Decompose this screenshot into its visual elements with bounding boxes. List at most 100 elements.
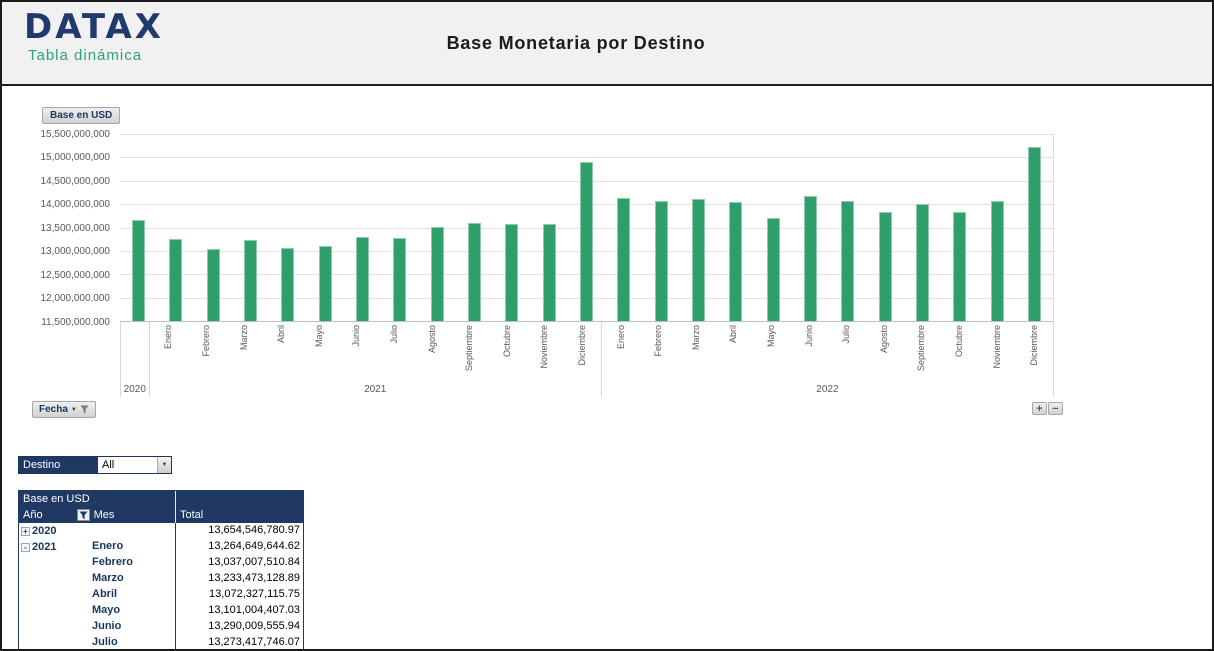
pivot-month-cell: Julio (92, 636, 118, 648)
bar-slot (195, 134, 232, 321)
collapse-icon[interactable]: - (21, 542, 30, 552)
year-label: 2020 (123, 384, 146, 395)
month-label: Junio (803, 325, 814, 347)
pivot-total-header: Total (175, 507, 303, 523)
y-tick-label: 13,500,000,000 (40, 222, 110, 234)
bar[interactable] (915, 204, 929, 321)
month-slot: Diciembre (563, 322, 601, 380)
bar-group-2021 (157, 134, 605, 321)
month-slot: Julio (375, 322, 413, 380)
month-label: Agosto (878, 325, 889, 354)
month-slot (121, 322, 149, 380)
bar[interactable] (206, 249, 220, 321)
month-label: Junio (351, 325, 362, 347)
month-slot: Agosto (413, 322, 451, 380)
bar[interactable] (617, 198, 631, 321)
month-label: Enero (615, 325, 626, 350)
pivot-row: Julio 13,273,417,746.07 (19, 635, 303, 649)
bar-slot (642, 134, 679, 321)
month-slot: Agosto (865, 322, 903, 380)
pivot-year-cell (19, 603, 91, 619)
month-label: Marzo (690, 325, 701, 351)
pivot-body: +2020 13,654,546,780.97-2021 Enero 13,264,6… (19, 523, 303, 649)
bar[interactable] (953, 212, 967, 321)
month-slot: Febrero (187, 322, 225, 380)
pivot-month-cell (91, 523, 175, 539)
month-label: Abril (728, 325, 739, 344)
bar[interactable] (654, 201, 668, 321)
bar-slot (456, 134, 493, 321)
bar[interactable] (430, 227, 444, 321)
pivot-value-header: Base en USD (23, 493, 90, 505)
bar[interactable] (281, 247, 295, 321)
pivot-year-cell (19, 555, 91, 571)
bar-slot (232, 134, 269, 321)
pivot-month-header: Mes (93, 509, 115, 521)
y-tick-label: 12,000,000,000 (40, 293, 110, 304)
month-label: Octubre (501, 325, 512, 358)
bar-slot (754, 134, 791, 321)
bar[interactable] (729, 202, 743, 321)
pivot-month-cell: Febrero (92, 556, 133, 568)
logo-subtitle: Tabla dinámica (28, 47, 143, 64)
bar-slot (829, 134, 866, 321)
plus-icon: + (1036, 402, 1043, 415)
destino-dropdown-button[interactable]: ▼ (157, 457, 171, 473)
bar[interactable] (468, 223, 482, 321)
pivot-year-cell: +2020 (19, 523, 91, 539)
month-label: Febrero (200, 325, 211, 357)
bar[interactable] (169, 238, 183, 321)
bar-slot (792, 134, 829, 321)
destino-filter-label: Destino (19, 457, 98, 473)
bar-slot (680, 134, 717, 321)
y-tick-label: 11,500,000,000 (41, 316, 110, 328)
bar-group-2022 (605, 134, 1053, 321)
bar-slot (269, 134, 306, 321)
bar[interactable] (878, 211, 892, 321)
month-slot: Abril (262, 322, 300, 380)
bar[interactable] (766, 218, 780, 321)
pivot-row: -2021 Enero 13,264,649,644.62 (19, 539, 303, 555)
page-title: Base Monetaria por Destino (446, 33, 706, 53)
expand-field-button[interactable]: + (1032, 402, 1047, 415)
bar[interactable] (691, 198, 705, 321)
pivot-month-cell: Abril (92, 588, 118, 600)
gridline (120, 157, 1053, 159)
pivot-year-cell (19, 587, 91, 603)
month-label: Mayo (765, 325, 776, 348)
bar[interactable] (542, 223, 556, 321)
pivot-header-spacer (175, 491, 303, 507)
expand-icon[interactable]: + (21, 526, 30, 536)
collapse-field-button[interactable]: − (1048, 402, 1063, 415)
bar[interactable] (318, 246, 332, 321)
bar[interactable] (580, 162, 594, 321)
month-label: Septiembre (464, 325, 475, 372)
bar[interactable] (505, 224, 519, 321)
bar[interactable] (803, 195, 817, 321)
bar-slot (1016, 134, 1053, 321)
bar[interactable] (841, 200, 855, 321)
bars-row (120, 134, 1053, 321)
destino-filter-value[interactable]: All ▼ (98, 457, 171, 473)
year-label: 2021 (364, 384, 387, 395)
month-label: Diciembre (576, 325, 587, 366)
value-field-button[interactable]: Base en USD (42, 107, 121, 124)
bar-slot (978, 134, 1015, 321)
pivot-month-cell: Junio (92, 620, 122, 632)
year-filter-button[interactable] (76, 509, 90, 521)
pivot-row: Junio 13,290,009,555.94 (19, 619, 303, 635)
bar-slot (904, 134, 941, 321)
bar[interactable] (132, 220, 146, 321)
bar[interactable] (393, 238, 407, 321)
bar-slot (568, 134, 605, 321)
bar-slot (717, 134, 754, 321)
month-slot: Septiembre (903, 322, 941, 380)
bar[interactable] (990, 201, 1004, 321)
month-label: Abril (276, 325, 287, 344)
bar[interactable] (244, 239, 258, 321)
bar[interactable] (356, 237, 370, 321)
bar[interactable] (1027, 146, 1041, 321)
axis-field-button[interactable]: Fecha ▼ (32, 401, 96, 418)
category-axis: 2020 Enero Febrero Marzo Abril Mayo Junio Julio… (120, 322, 1054, 397)
month-label: Noviembre (539, 325, 550, 369)
